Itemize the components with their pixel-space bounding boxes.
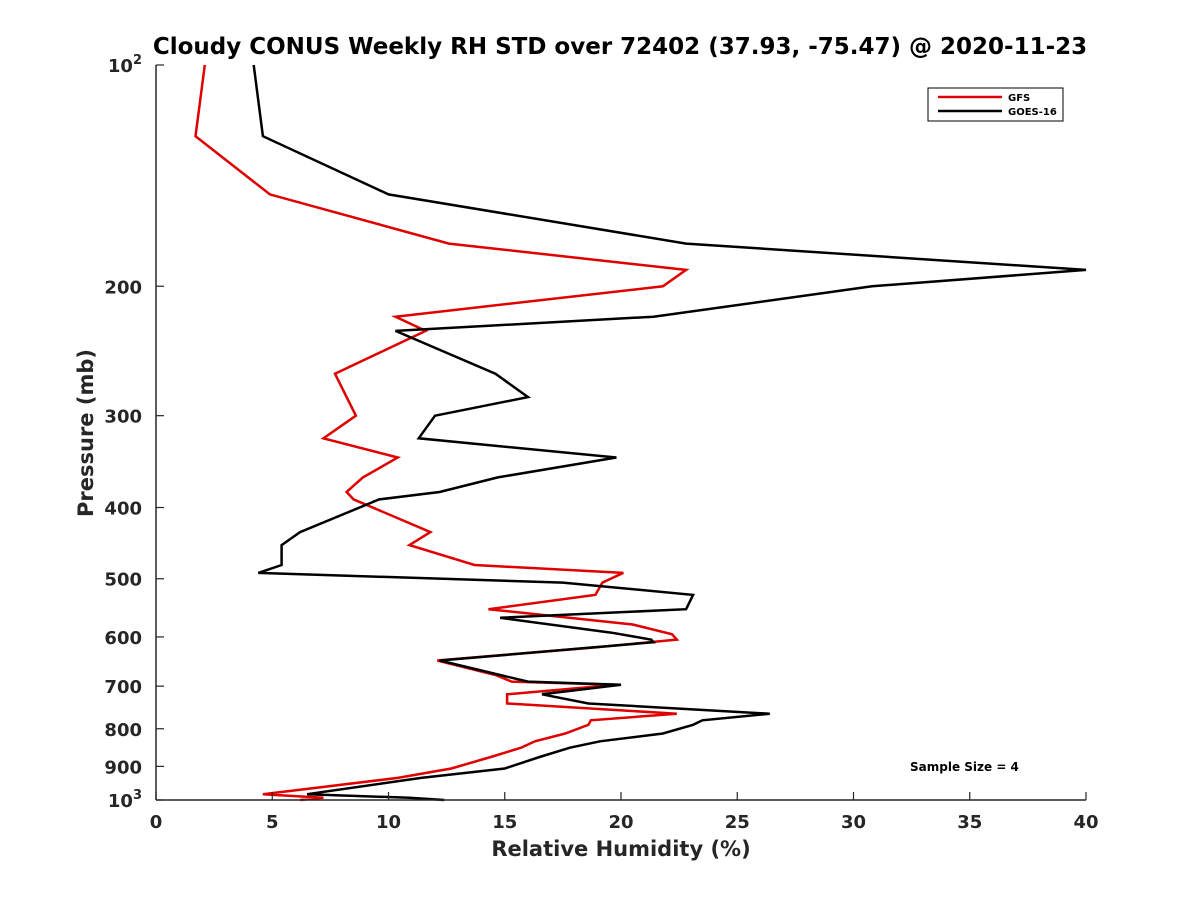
- x-tick-label: 30: [841, 812, 866, 833]
- y-tick-label: 400: [104, 499, 142, 520]
- y-tick-label: 600: [104, 628, 142, 649]
- legend-label-gfs: GFS: [1008, 93, 1030, 104]
- y-tick-label: 800: [104, 720, 142, 741]
- y-tick-label: 200: [104, 277, 142, 298]
- legend: GFS GOES-16: [927, 87, 1064, 122]
- x-tick-label: 40: [1073, 812, 1098, 833]
- y-tick-label: 300: [104, 407, 142, 428]
- y-tick-label: 102: [108, 53, 142, 77]
- series-layer: [194, 64, 1087, 802]
- series-line-goes-16: [252, 64, 1087, 802]
- x-tick-label: 10: [376, 812, 401, 833]
- x-tick-label: 35: [957, 812, 982, 833]
- chart-title: Cloudy CONUS Weekly RH STD over 72402 (3…: [153, 34, 1087, 60]
- plot-area: 0 5 10 15 20 25 30 35 40 102 200 300 400 500 600 700 80…: [104, 53, 1098, 833]
- legend-label-goes-16: GOES-16: [1008, 107, 1057, 118]
- x-ticks: 0 5 10 15 20 25 30 35 40: [150, 792, 1099, 833]
- series-line-gfs: [194, 64, 690, 802]
- x-axis-label: Relative Humidity (%): [491, 837, 750, 861]
- y-tick-label: 900: [104, 757, 142, 778]
- x-tick-label: 20: [608, 812, 633, 833]
- sample-size-annotation: Sample Size = 4: [910, 760, 1019, 774]
- x-tick-label: 5: [266, 812, 279, 833]
- y-axis-label: Pressure (mb): [74, 349, 98, 517]
- y-ticks: 102 200 300 400 500 600 700 800 900 103: [104, 53, 164, 812]
- x-tick-label: 15: [492, 812, 517, 833]
- plot-background: [156, 65, 1086, 800]
- y-tick-label: 103: [108, 788, 142, 812]
- y-tick-label: 500: [104, 570, 142, 591]
- legend-box: [927, 87, 1064, 122]
- y-tick-label: 700: [104, 677, 142, 698]
- x-tick-label: 25: [725, 812, 750, 833]
- x-tick-label: 0: [150, 812, 163, 833]
